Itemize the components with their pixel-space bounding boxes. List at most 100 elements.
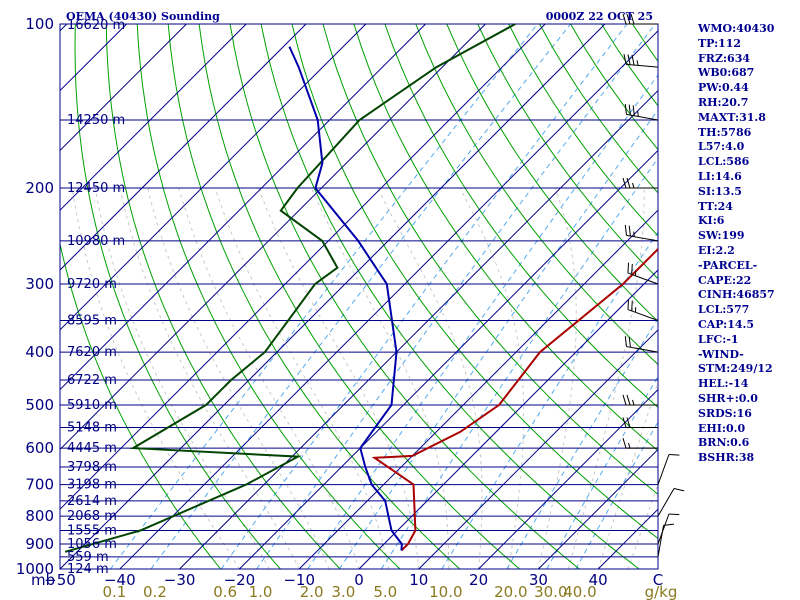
wind-barb — [622, 177, 658, 189]
stat-item: HEL:-14 — [698, 377, 749, 391]
mixing-ratio-label: g/kg — [645, 583, 678, 600]
pressure-tick-label: 200 — [25, 179, 54, 197]
wind-barb-flag — [622, 13, 627, 25]
wind-barb-flag — [627, 262, 630, 274]
stat-item: SI:13.5 — [698, 184, 742, 198]
height-label: 12450 m — [67, 181, 125, 196]
stat-item: CAP:14.5 — [698, 317, 755, 331]
height-label: 16620 m — [67, 18, 125, 33]
mixing-ratio-labels: 0.1 0.2 0.6 1.0 2.0 3.0 5.0 10.0 20.0 30.040.0 g/k… — [102, 583, 677, 600]
isotherm-line — [60, 24, 367, 331]
wind-barb-staff — [626, 113, 659, 121]
stat-item: EI:2.2 — [698, 243, 735, 257]
wind-barb — [622, 13, 658, 25]
wind-barb-flag — [668, 513, 680, 516]
stat-item: -WIND- — [698, 347, 744, 361]
pressure-tick-label: 400 — [25, 343, 54, 361]
moist-adiabat — [311, 187, 450, 569]
stat-item: STM:249/12 — [698, 362, 773, 376]
stat-item: CAPE:22 — [698, 273, 752, 287]
wind-barb-staff — [627, 272, 659, 285]
wind-barb-flag — [663, 523, 674, 526]
moist-adiabat — [459, 187, 525, 569]
moist-adiabat — [627, 482, 658, 569]
dry-adiabat — [291, 24, 658, 540]
isotherm-line — [358, 269, 658, 569]
stat-item: SHR+:0.0 — [698, 391, 758, 405]
height-label: 1056 m — [67, 537, 117, 552]
wind-barb-flag — [624, 224, 627, 236]
wind-barb-flag — [624, 336, 627, 347]
stat-item: WMO:40430 — [698, 22, 775, 35]
stat-item: WB0:687 — [698, 66, 755, 80]
isotherm-line — [60, 24, 546, 510]
stat-item: PW:0.44 — [698, 81, 749, 95]
height-label: 5148 m — [67, 420, 117, 435]
wind-barb-flag — [628, 104, 631, 116]
wind-barb — [623, 54, 659, 68]
moist-adiabat — [597, 380, 658, 569]
isotherm-line — [60, 24, 486, 451]
stat-item: LFC:-1 — [698, 332, 739, 346]
isotherm-line — [0, 24, 7, 569]
isotherm-line — [538, 448, 658, 569]
header-station: OEMA (40430) Sounding — [66, 10, 220, 23]
stat-item: SRDS:16 — [698, 406, 752, 420]
moist-adiabat — [214, 187, 390, 569]
wind-barb-staff — [627, 309, 659, 321]
pressure-tick-label: 300 — [25, 275, 54, 293]
stat-item: LCL:586 — [698, 155, 750, 169]
isotherm-line — [60, 24, 247, 211]
wind-barb — [657, 523, 674, 557]
height-label: 9720 m — [67, 277, 117, 292]
wind-barb-half-flag — [632, 399, 635, 406]
stat-item: EHI:0.0 — [698, 421, 746, 435]
wind-barb-flag — [628, 336, 631, 348]
temperature-profile — [371, 247, 658, 552]
wind-barb-flag — [623, 54, 627, 65]
temperature-tick-label: 40 — [589, 571, 608, 589]
wind-barb-flag — [627, 299, 630, 310]
wind-barb-flag — [631, 264, 633, 275]
stat-item: -PARCEL- — [698, 258, 758, 272]
mixing-ratio-line — [338, 109, 658, 569]
wind-barb — [622, 437, 658, 449]
stat-item: L57:4.0 — [698, 140, 745, 154]
moist-adiabat — [567, 188, 645, 569]
pressure-tick-label: 900 — [25, 535, 54, 553]
stat-item: MAXT:31.8 — [698, 110, 766, 124]
x-axis-prefix: mb — [31, 571, 55, 589]
wind-barb-flag — [626, 177, 631, 189]
isotherm-line — [119, 30, 658, 569]
wind-barb-flag — [628, 225, 631, 237]
moist-adiabat — [178, 187, 360, 569]
wind-barb — [622, 394, 658, 406]
height-label: 7620 m — [67, 345, 117, 360]
isotherm-line — [239, 149, 658, 569]
pressure-tick-label: 700 — [25, 476, 54, 494]
mixing-ratio-label: 20.0 — [494, 583, 527, 600]
wind-barb — [627, 262, 659, 285]
pressure-tick-label: 500 — [25, 396, 54, 414]
isotherm-line — [60, 24, 187, 152]
wind-barb — [657, 487, 685, 517]
wind-barb-flag — [622, 394, 627, 406]
isotherm-line — [60, 24, 307, 271]
wind-barb-flag — [622, 177, 627, 189]
stat-item: BRN:0.6 — [698, 436, 750, 450]
pressure-tick-label: 600 — [25, 439, 54, 457]
height-label: 2614 m — [67, 494, 117, 509]
pressure-axis: 100 200 300 400 500 600 700 800 900 1000 — [16, 15, 54, 578]
stat-item: KI:6 — [698, 214, 725, 228]
temperature-tick-label: 10 — [409, 571, 428, 589]
wind-barb-flag — [632, 105, 635, 116]
dry-adiabat — [136, 24, 401, 569]
isobars — [59, 23, 659, 570]
temperature-tick-label: −40 — [104, 571, 136, 589]
wind-barb — [657, 454, 680, 485]
mixing-ratio-label: 30.0 — [534, 583, 567, 600]
temperature-tick-label: −50 — [44, 571, 76, 589]
mixing-ratio-label: 2.0 — [300, 583, 324, 600]
wind-barb-staff — [657, 513, 670, 545]
